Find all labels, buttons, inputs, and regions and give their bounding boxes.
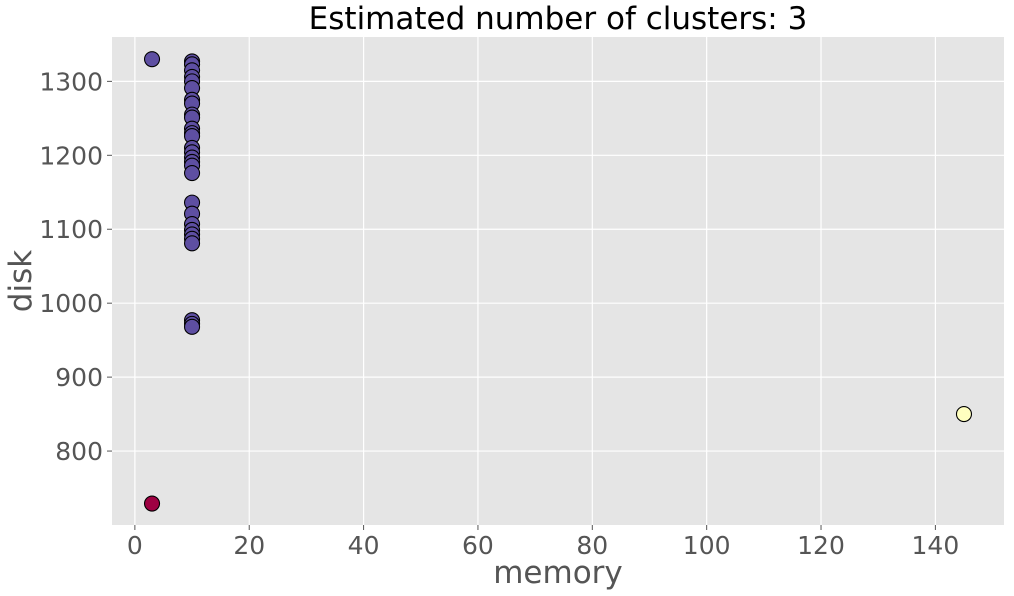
x-tick-label: 120 (797, 531, 845, 560)
y-tick-label: 800 (55, 437, 103, 466)
plot-area (112, 37, 1004, 525)
grid-lines (112, 37, 1004, 525)
cluster-2-point (955, 406, 973, 423)
y-tick-label: 900 (55, 363, 103, 392)
x-tick-label: 80 (576, 531, 608, 560)
x-tick-label: 140 (912, 531, 960, 560)
cluster-0-point (143, 51, 161, 68)
x-tick-label: 0 (127, 531, 143, 560)
cluster-0-point (184, 318, 201, 335)
x-tick-label: 60 (462, 531, 494, 560)
x-tick-label: 100 (683, 531, 731, 560)
y-tick-label: 1200 (39, 141, 103, 170)
cluster-1-point (143, 495, 161, 512)
chart-title: Estimated number of clusters: 3 (309, 1, 808, 37)
x-tick-label: 20 (233, 531, 265, 560)
y-tick-label: 1300 (39, 67, 103, 96)
data-points (143, 51, 973, 512)
x-axis-label: memory (493, 555, 623, 591)
cluster-0-point (184, 164, 201, 182)
y-tick-label: 1000 (39, 289, 103, 318)
y-axis-label: disk (3, 250, 39, 312)
cluster-0-point (184, 235, 201, 252)
axis-ticks: 0 20 40 60 80 100 120 140 800 900 1000 1100 1200 1300 (39, 67, 959, 560)
y-tick-label: 1100 (39, 215, 103, 244)
x-tick-label: 40 (348, 531, 380, 560)
